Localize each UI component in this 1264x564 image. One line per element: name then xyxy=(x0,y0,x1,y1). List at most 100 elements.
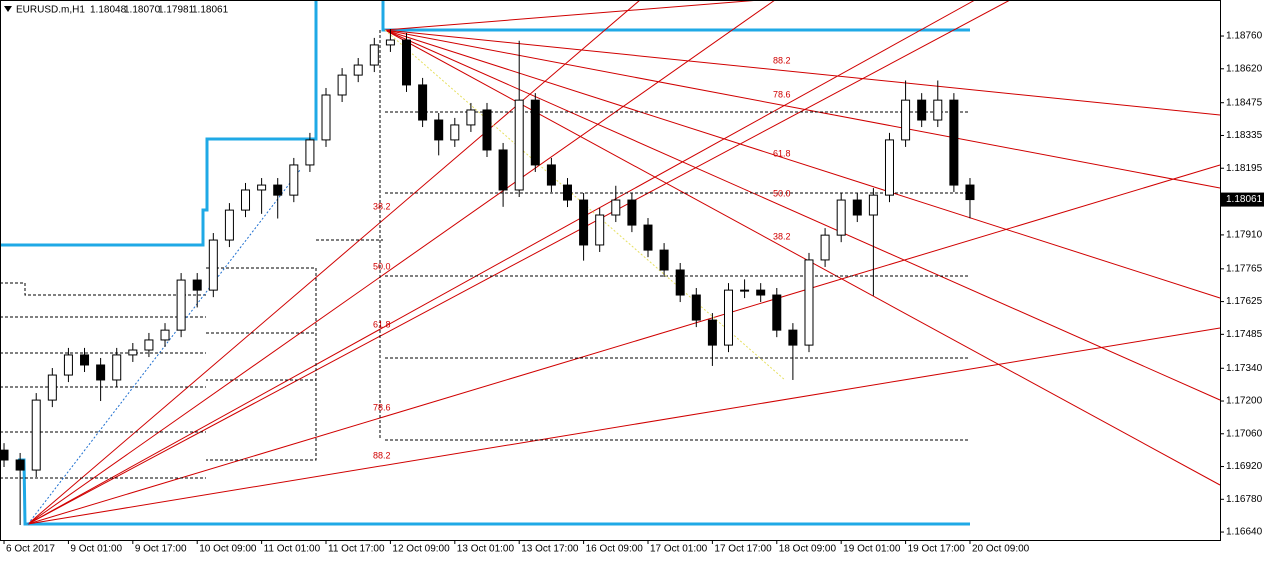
fan-line xyxy=(27,0,776,525)
x-tick-label: 10 Oct 09:00 xyxy=(199,544,257,555)
header-low: 1.17981 xyxy=(158,5,195,16)
x-tick-label: 12 Oct 09:00 xyxy=(392,544,450,555)
y-tick-label: 1.17485 xyxy=(1226,329,1263,340)
x-tick-label: 20 Oct 09:00 xyxy=(972,544,1030,555)
candle-body xyxy=(546,164,556,186)
fib-label: 88.2 xyxy=(373,450,391,460)
candle-body xyxy=(434,119,444,141)
candle-body xyxy=(208,239,218,291)
fan-line xyxy=(384,29,1221,116)
fan-line xyxy=(27,164,1221,525)
symbol-title: EURUSD.m,H1 xyxy=(16,5,85,16)
candle-body xyxy=(949,99,959,186)
candle-body xyxy=(192,279,202,291)
candle-body xyxy=(369,44,379,66)
candle-body xyxy=(273,184,283,196)
fan-line xyxy=(27,0,641,525)
candle-body xyxy=(562,184,572,201)
candle-body xyxy=(820,234,830,261)
fib-label: 38.2 xyxy=(373,201,391,211)
fib-label: 78.6 xyxy=(773,89,791,99)
candle-body xyxy=(627,199,637,226)
current-price-label: 1.18061 xyxy=(1226,194,1263,205)
candle-body xyxy=(31,399,41,471)
candle-body xyxy=(723,289,733,346)
candle-body xyxy=(321,94,331,141)
candle-body xyxy=(402,39,412,86)
x-tick-label: 19 Oct 01:00 xyxy=(843,544,901,555)
x-tick-label: 17 Oct 17:00 xyxy=(714,544,772,555)
candle-body xyxy=(772,294,782,331)
candle-body xyxy=(450,124,460,141)
y-tick-label: 1.18335 xyxy=(1226,130,1263,141)
candle-body xyxy=(418,84,428,121)
fan-line xyxy=(27,0,1011,525)
candle-body xyxy=(305,139,315,166)
header-high: 1.18070 xyxy=(124,5,161,16)
fan-line xyxy=(384,29,1221,486)
candle-body xyxy=(289,164,299,196)
candle-body xyxy=(498,149,508,191)
candle-body xyxy=(80,354,90,366)
x-tick-label: 13 Oct 01:00 xyxy=(457,544,515,555)
trend-line xyxy=(27,169,301,525)
fan-line xyxy=(27,327,1221,525)
x-tick-label: 9 Oct 17:00 xyxy=(135,544,187,555)
y-tick-label: 1.17765 xyxy=(1226,263,1263,274)
x-tick-label: 6 Oct 2017 xyxy=(6,544,55,555)
current-price-box xyxy=(1221,192,1264,207)
candle-body xyxy=(482,109,492,151)
candle-body xyxy=(901,99,911,141)
fib-label: 38.2 xyxy=(773,231,791,241)
y-tick-label: 1.17625 xyxy=(1226,296,1263,307)
candle-body xyxy=(965,184,975,201)
candle-body xyxy=(353,64,363,76)
x-tick-label: 18 Oct 09:00 xyxy=(779,544,837,555)
y-tick-label: 1.16780 xyxy=(1226,494,1263,505)
x-tick-label: 9 Oct 01:00 xyxy=(70,544,122,555)
candle-body xyxy=(756,289,766,296)
fib-label: 50.0 xyxy=(773,188,791,198)
candle-body xyxy=(0,449,9,461)
y-tick-label: 1.18195 xyxy=(1226,163,1263,174)
candle-body xyxy=(176,279,186,331)
menu-arrow xyxy=(4,6,12,12)
x-tick-label: 19 Oct 17:00 xyxy=(908,544,966,555)
fib-level xyxy=(206,332,317,381)
x-tick-label: 16 Oct 09:00 xyxy=(586,544,644,555)
candle-body xyxy=(868,194,878,216)
y-tick-label: 1.18620 xyxy=(1226,63,1263,74)
candle-body xyxy=(337,74,347,96)
x-tick-label: 17 Oct 01:00 xyxy=(650,544,708,555)
candle-body xyxy=(128,349,138,356)
candle-body xyxy=(224,209,234,241)
fan-line xyxy=(384,29,1221,299)
candle-body xyxy=(788,329,798,346)
candle-body xyxy=(241,189,251,211)
y-tick-label: 1.17200 xyxy=(1226,396,1263,407)
candle-body xyxy=(740,289,750,292)
fib-label: 50.0 xyxy=(373,261,391,271)
candle-body xyxy=(63,354,73,376)
candle-body xyxy=(643,224,653,251)
candle-body xyxy=(836,199,846,236)
candle-body xyxy=(514,99,524,191)
header-close: 1.18061 xyxy=(192,5,229,16)
fib-label: 78.6 xyxy=(373,402,391,412)
candle-body xyxy=(659,249,669,271)
header-open: 1.18048 xyxy=(90,5,127,16)
candle-body xyxy=(144,339,154,351)
y-tick-label: 1.16640 xyxy=(1226,527,1263,538)
y-tick-label: 1.17060 xyxy=(1226,428,1263,439)
fib-level xyxy=(0,282,206,296)
y-tick-label: 1.17340 xyxy=(1226,363,1263,374)
candles xyxy=(0,29,975,526)
candle-body xyxy=(595,214,605,246)
candle-body xyxy=(804,259,814,346)
candle-body xyxy=(112,354,122,381)
candle-body xyxy=(47,374,57,401)
fan-line xyxy=(384,29,1221,189)
fib-label: 61.8 xyxy=(773,148,791,158)
candle-body xyxy=(96,364,106,381)
